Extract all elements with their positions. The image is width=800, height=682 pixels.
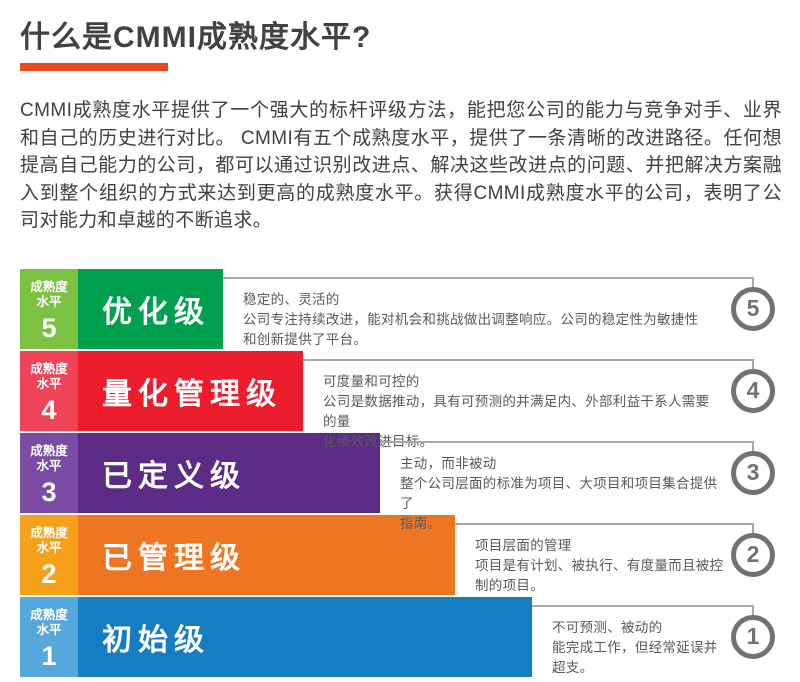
level-1-name: 初始级 <box>102 623 210 657</box>
level-4-name: 量化管理级 <box>102 377 282 411</box>
level-5-name: 优化级 <box>102 295 210 329</box>
level-label: 水平 <box>36 541 62 556</box>
level-5-connector: 稳定的、灵活的 公司专注持续改进，能对机会和挑战做出调整响应。公司的稳定性为敏捷… <box>223 269 731 349</box>
level-4-circle-col: 4 <box>731 351 800 431</box>
level-3-description: 主动，而非被动 整个公司层面的标准为项目、大项目和项目集合提供了 指南。 <box>400 454 730 534</box>
maturity-level-row-4: 成熟度 水平 4 量化管理级 可度量和可控的 公司是数据推动，具有可预测的并满足… <box>20 350 800 449</box>
maturity-label: 成熟度 <box>30 607 68 622</box>
level-1-bar: 初始级 <box>78 596 532 677</box>
level-5-desc-text: 公司专注持续改进，能对机会和挑战做出调整响应。公司的稳定性为敏捷性 和创新提供了… <box>243 311 699 347</box>
level-4-label-box: 成熟度 水平 4 <box>20 350 78 431</box>
level-1-circle-col: 1 <box>731 597 800 677</box>
level-5-description: 稳定的、灵活的 公司专注持续改进，能对机会和挑战做出调整响应。公司的稳定性为敏捷… <box>243 290 717 350</box>
level-1-desc-text: 能完成工作，但经常延误并 超支。 <box>552 639 718 675</box>
maturity-levels-chart: 成熟度 水平 5 优化级 稳定的、灵活的 公司专注持续改进，能对机会和挑战做出调… <box>20 268 800 677</box>
level-2-circle-col: 2 <box>731 515 800 595</box>
level-3-connector: 主动，而非被动 整个公司层面的标准为项目、大项目和项目集合提供了 指南。 <box>380 433 731 531</box>
level-5-bar: 优化级 <box>78 268 223 349</box>
maturity-level-row-2: 成熟度 水平 2 已管理级 项目层面的管理 项目是有计划、被执行、有度量而且被控… <box>20 514 800 595</box>
level-2-badge: 2 <box>731 532 775 577</box>
level-1-connector: 不可预测、被动的 能完成工作，但经常延误并 超支。 <box>532 597 731 677</box>
maturity-label: 成熟度 <box>30 279 68 294</box>
title-underline <box>20 63 168 71</box>
maturity-level-row-3: 成熟度 水平 3 已定义级 主动，而非被动 整个公司层面的标准为项目、大项目和项… <box>20 432 800 531</box>
level-3-desc-text: 整个公司层面的标准为项目、大项目和项目集合提供了 指南。 <box>400 475 718 531</box>
level-2-tagline: 项目层面的管理 <box>475 537 572 553</box>
page-title: 什么是CMMI成熟度水平? <box>20 21 372 54</box>
level-1-tagline: 不可预测、被动的 <box>552 619 663 635</box>
level-3-tagline: 主动，而非被动 <box>400 455 497 471</box>
header: 什么是CMMI成熟度水平? <box>20 20 800 71</box>
maturity-level-row-1: 成熟度 水平 1 初始级 不可预测、被动的 能完成工作，但经常延误并 超支。 1 <box>20 596 800 677</box>
level-4-tagline: 可度量和可控的 <box>323 373 420 389</box>
maturity-label: 成熟度 <box>30 361 68 376</box>
level-number: 4 <box>41 394 57 425</box>
level-2-bar: 已管理级 <box>78 514 455 595</box>
level-2-desc-text: 项目是有计划、被执行、有度量而且被控 制的项目。 <box>475 557 724 593</box>
level-5-badge: 5 <box>731 286 775 331</box>
level-label: 水平 <box>36 459 62 474</box>
level-number: 3 <box>41 476 57 507</box>
level-5-circle-col: 5 <box>731 269 800 349</box>
level-3-bar: 已定义级 <box>78 432 380 513</box>
level-number: 5 <box>41 312 57 343</box>
intro-paragraph: CMMI成熟度水平提供了一个强大的标杆评级方法，能把您公司的能力与竞争对手、业界… <box>20 100 782 231</box>
level-label: 水平 <box>36 295 62 310</box>
level-4-description: 可度量和可控的 公司是数据推动，具有可预测的并满足内、外部利益干系人需要的量 化… <box>323 372 715 452</box>
level-3-circle-col: 3 <box>731 433 800 513</box>
level-2-description: 项目层面的管理 项目是有计划、被执行、有度量而且被控 制的项目。 <box>475 536 731 596</box>
level-4-desc-text: 公司是数据推动，具有可预测的并满足内、外部利益干系人需要的量 化绩效改进目标。 <box>323 393 710 449</box>
level-2-name: 已管理级 <box>102 541 246 575</box>
level-5-label-box: 成熟度 水平 5 <box>20 268 78 349</box>
maturity-level-row-5: 成熟度 水平 5 优化级 稳定的、灵活的 公司专注持续改进，能对机会和挑战做出调… <box>20 268 800 349</box>
maturity-label: 成熟度 <box>30 525 68 540</box>
level-4-bar: 量化管理级 <box>78 350 303 431</box>
level-3-label-box: 成熟度 水平 3 <box>20 432 78 513</box>
level-5-tagline: 稳定的、灵活的 <box>243 291 340 307</box>
level-number: 2 <box>41 558 57 589</box>
level-1-label-box: 成熟度 水平 1 <box>20 596 78 677</box>
maturity-label: 成熟度 <box>30 443 68 458</box>
level-1-badge: 1 <box>731 614 775 659</box>
level-label: 水平 <box>36 377 62 392</box>
level-2-label-box: 成熟度 水平 2 <box>20 514 78 595</box>
level-4-connector: 可度量和可控的 公司是数据推动，具有可预测的并满足内、外部利益干系人需要的量 化… <box>303 351 731 449</box>
level-3-badge: 3 <box>731 450 775 495</box>
level-1-description: 不可预测、被动的 能完成工作，但经常延误并 超支。 <box>552 618 734 678</box>
level-number: 1 <box>41 640 57 671</box>
level-2-connector: 项目层面的管理 项目是有计划、被执行、有度量而且被控 制的项目。 <box>455 515 731 595</box>
level-4-badge: 4 <box>731 368 775 413</box>
level-label: 水平 <box>36 623 62 638</box>
level-3-name: 已定义级 <box>102 459 246 493</box>
